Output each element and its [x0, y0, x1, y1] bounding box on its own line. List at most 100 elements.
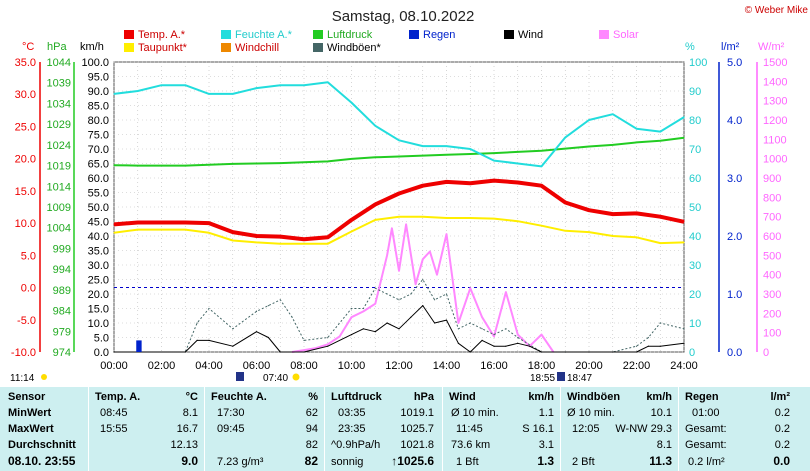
data-point [137, 164, 139, 167]
rain-bar [138, 340, 142, 352]
hpa-tick-label: 1034 [47, 98, 71, 110]
data-point [493, 218, 495, 220]
data-point [255, 241, 258, 244]
data-point [415, 283, 417, 285]
header-gust-unit: km/h [646, 391, 672, 403]
data-point [232, 231, 234, 233]
current-temp-value: 9.0 [181, 454, 198, 468]
header-press: Luftdruck [331, 391, 382, 403]
data-point [505, 345, 507, 347]
data-point [517, 334, 519, 336]
legend-label: Taupunkt* [138, 42, 188, 54]
data-point [327, 236, 329, 238]
data-point [350, 230, 353, 233]
data-point [160, 164, 163, 167]
solar-tick-label: 0 [763, 347, 769, 359]
data-point [303, 238, 305, 240]
data-point [635, 141, 638, 143]
data-point [410, 293, 412, 295]
data-point [540, 150, 543, 152]
pct-tick-label: 0 [689, 347, 695, 359]
legend-label: Wind [518, 29, 543, 41]
data-point [350, 219, 353, 221]
pct-tick-label: 20 [689, 289, 701, 301]
max-rain-label: Gesamt: [685, 423, 727, 435]
max-rain-value: 0.2 [774, 423, 790, 435]
current-hum-value: 82 [304, 454, 318, 468]
data-point [612, 213, 614, 215]
data-point [255, 162, 258, 165]
data-point [457, 322, 459, 324]
time-tick-label: 00:00 [100, 360, 128, 372]
data-point [422, 185, 424, 187]
hpa-tick-label: 1024 [47, 140, 71, 152]
temp-tick-label: -10.0 [11, 347, 36, 359]
data-point [362, 328, 364, 330]
data-point [540, 351, 543, 353]
data-point [350, 307, 353, 310]
data-point [184, 84, 186, 86]
moonrise-time: 18:55 [530, 373, 555, 384]
time-tick-label: 14:00 [433, 360, 461, 372]
data-point [267, 305, 269, 307]
kmh-tick-label: 80.0 [88, 115, 109, 127]
data-point [327, 160, 329, 163]
data-point [113, 232, 115, 234]
hpa-tick-label: 984 [53, 306, 71, 318]
data-point [327, 336, 329, 339]
data-point [659, 131, 661, 133]
rain-tick-label: 3.0 [727, 173, 742, 185]
data-point [362, 310, 364, 312]
data-point [279, 243, 281, 245]
data-point [374, 331, 376, 333]
row-current-label: 08.10. 23:55 [8, 454, 76, 468]
data-point [232, 239, 234, 242]
data-point [208, 164, 210, 166]
data-point [481, 339, 483, 341]
data-point [683, 116, 685, 118]
data-point [517, 342, 519, 344]
data-point [398, 216, 400, 218]
kmh-tick-label: 35.0 [88, 246, 109, 258]
header-rain-unit: l/m² [770, 391, 790, 403]
data-point [422, 145, 424, 147]
header-wind-unit: km/h [528, 391, 554, 403]
hpa-tick-label: 994 [53, 264, 71, 276]
series-layer [113, 81, 685, 353]
min-gust-value: 10.1 [650, 407, 672, 419]
data-point [659, 322, 661, 324]
data-point [469, 148, 471, 150]
avg-rain-label: Gesamt: [685, 439, 727, 451]
kmh-tick-label: 75.0 [88, 130, 109, 142]
data-point [255, 87, 258, 89]
data-point [398, 155, 400, 158]
data-point [517, 220, 519, 222]
data-point [493, 160, 495, 162]
avg-wind-value: 3.1 [538, 439, 554, 451]
data-point [160, 228, 163, 231]
data-point [255, 310, 258, 312]
unit-hpa: hPa [47, 41, 67, 53]
legend-label: Windböen* [327, 42, 382, 54]
header-hum: Feuchte A. [211, 391, 267, 403]
hpa-tick-label: 1019 [47, 161, 71, 173]
time-tick-label: 02:00 [148, 360, 176, 372]
time-tick-label: 20:00 [575, 360, 603, 372]
data-point [374, 125, 376, 127]
data-point [232, 163, 234, 165]
data-point [564, 230, 566, 232]
max-wind-value: S 16.1 [522, 423, 554, 435]
data-point [350, 102, 353, 104]
data-point [327, 345, 329, 347]
legend-label: Windchill [235, 42, 279, 54]
data-point [160, 221, 163, 224]
data-point [196, 339, 198, 341]
current-gust-value: 11.3 [649, 454, 672, 468]
data-point [327, 243, 329, 245]
data-point [588, 145, 590, 148]
data-point [659, 345, 661, 347]
temp-tick-label: 10.0 [15, 218, 36, 230]
data-point [232, 345, 234, 347]
data-point [303, 243, 305, 245]
avg-press-trend: ^0.9hPa/h [331, 439, 381, 451]
